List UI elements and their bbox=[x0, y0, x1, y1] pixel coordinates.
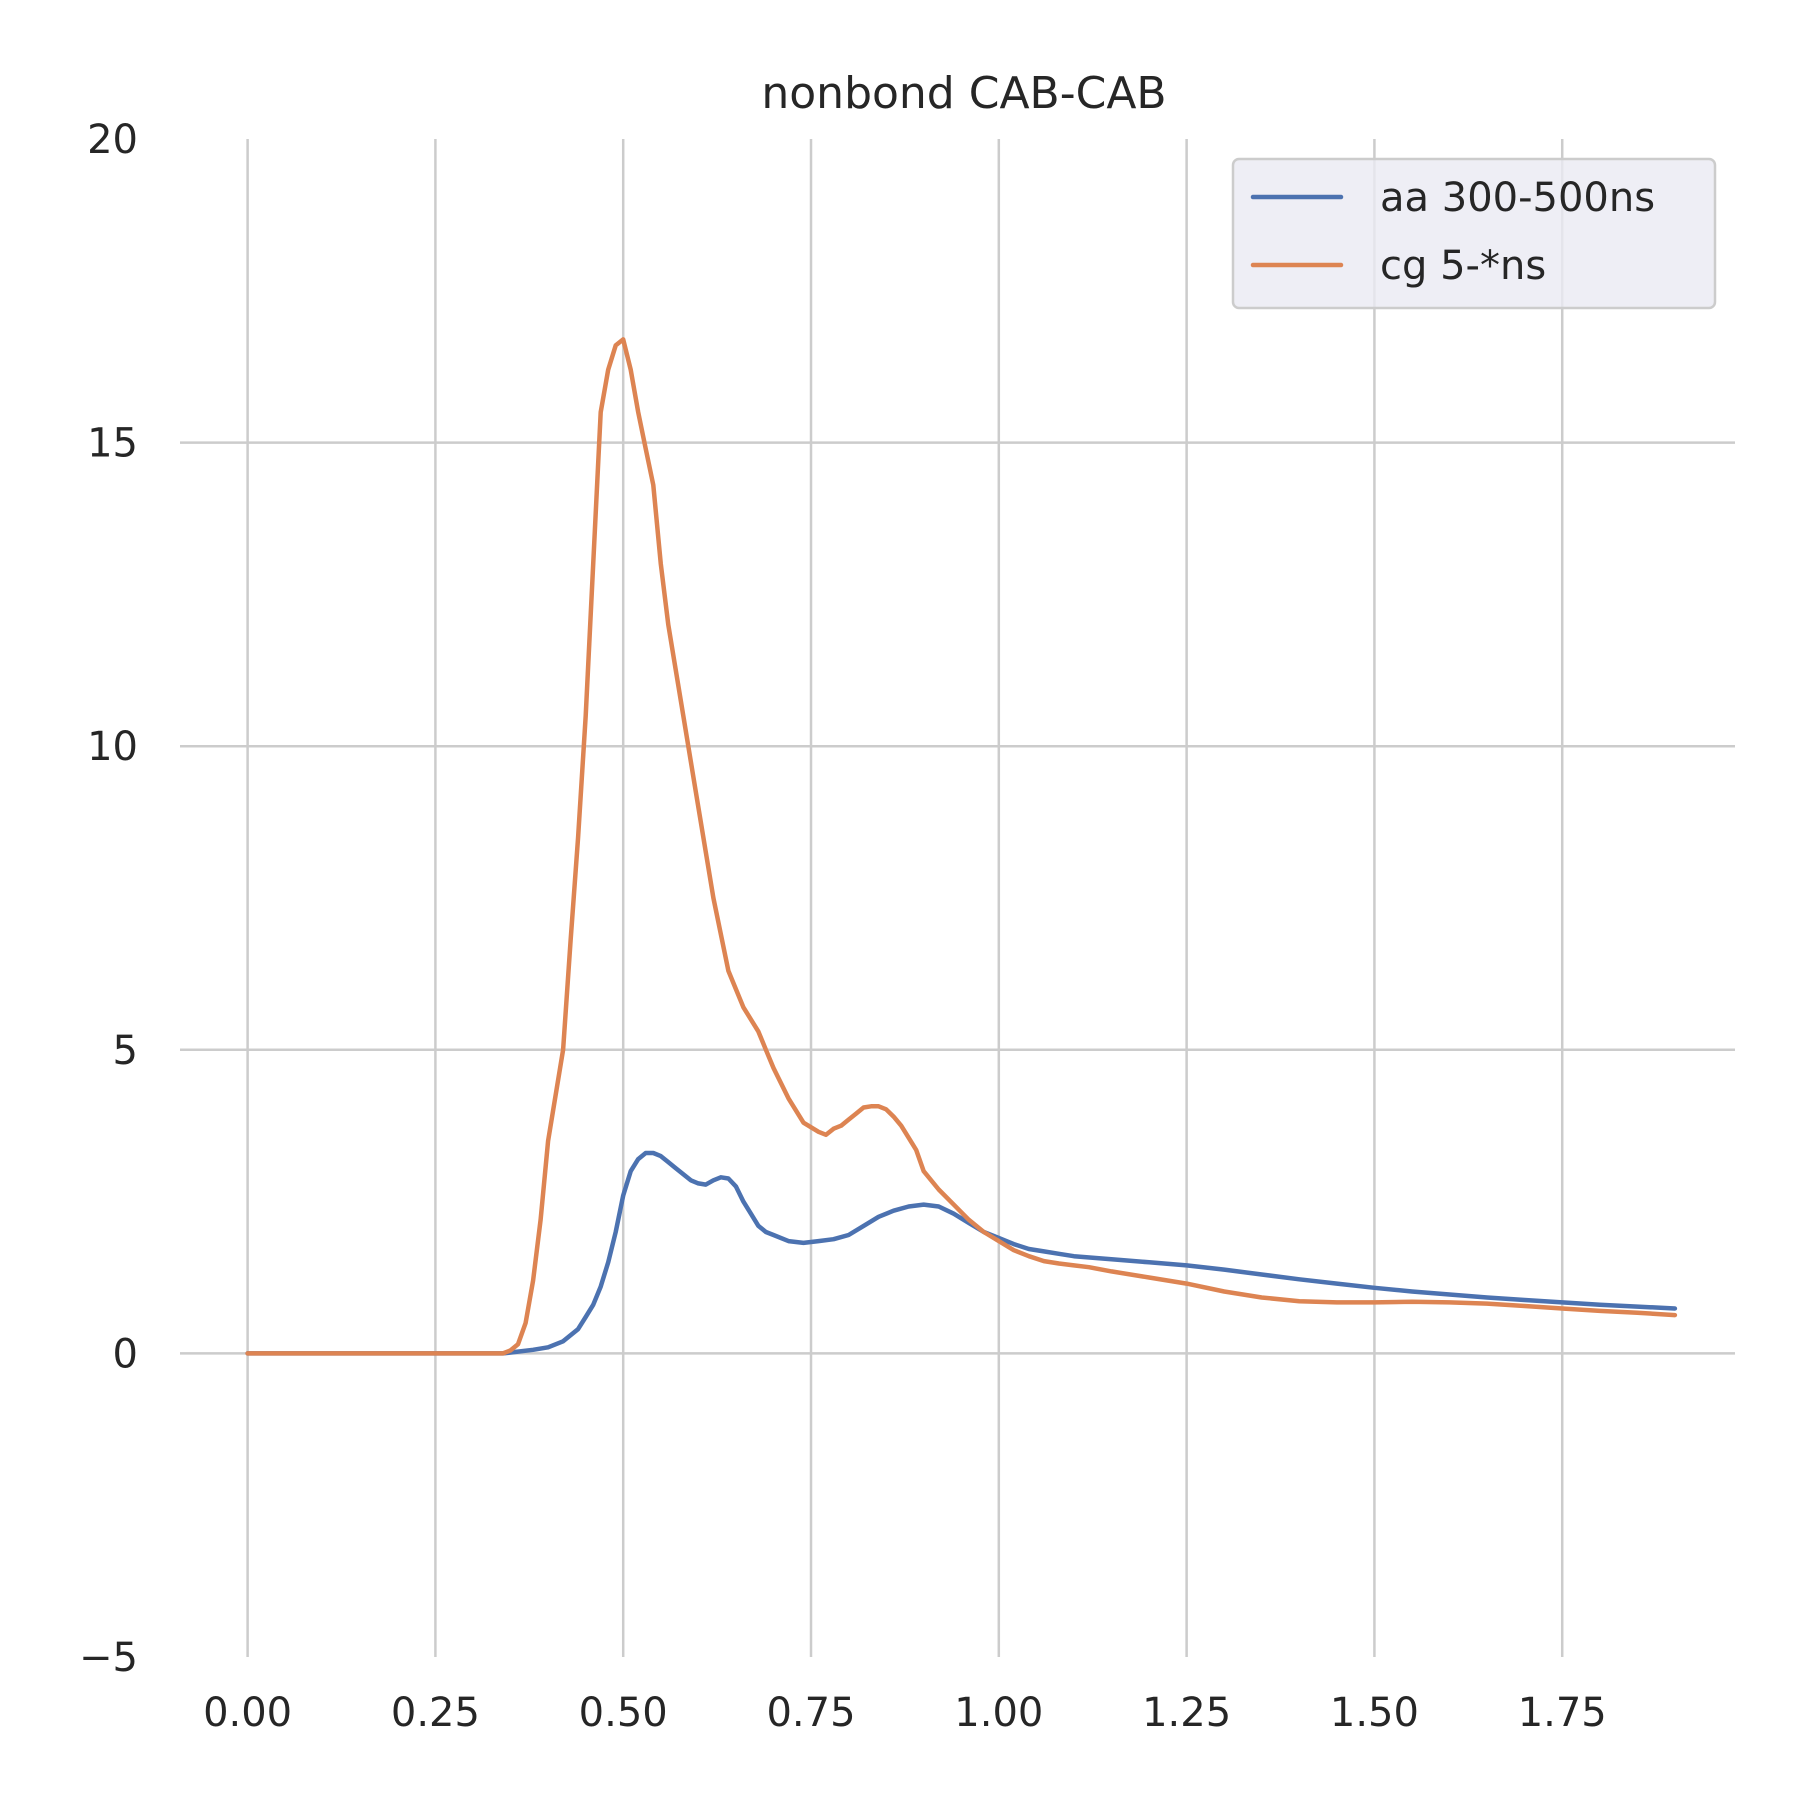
legend-label: aa 300-500ns bbox=[1380, 175, 1655, 221]
legend-box bbox=[1231, 157, 1717, 310]
grid bbox=[180, 139, 1735, 1657]
series-line-1 bbox=[245, 1150, 1678, 1356]
x-tick-label: 0.50 bbox=[579, 1690, 668, 1736]
series-lines bbox=[245, 337, 1678, 1356]
series-line-2 bbox=[245, 337, 1678, 1356]
chart-title: nonbond CAB-CAB bbox=[761, 68, 1166, 119]
y-tick-label: −5 bbox=[79, 1635, 138, 1681]
y-tick-label: 15 bbox=[87, 421, 138, 467]
y-tick-label: 0 bbox=[113, 1331, 138, 1377]
legend: aa 300-500ns cg 5-*ns bbox=[1231, 157, 1717, 310]
x-tick-label: 1.50 bbox=[1330, 1690, 1419, 1736]
legend-label: cg 5-*ns bbox=[1380, 243, 1546, 289]
x-tick-label: 1.75 bbox=[1518, 1690, 1607, 1736]
x-tick-label: 0.25 bbox=[391, 1690, 480, 1736]
y-tick-label: 5 bbox=[113, 1028, 138, 1074]
x-tick-label: 0.75 bbox=[766, 1690, 855, 1736]
x-axis-ticks: 0.00 0.25 0.50 0.75 1.00 1.25 1.50 1.75 bbox=[203, 1690, 1607, 1736]
x-tick-label: 1.00 bbox=[954, 1690, 1043, 1736]
x-tick-label: 1.25 bbox=[1142, 1690, 1231, 1736]
legend-entries: aa 300-500ns cg 5-*ns bbox=[1250, 175, 1655, 289]
y-tick-label: 10 bbox=[87, 724, 138, 770]
y-tick-label: 20 bbox=[87, 117, 138, 163]
y-axis-ticks: −5 0 5 10 15 20 bbox=[79, 117, 138, 1681]
x-tick-label: 0.00 bbox=[203, 1690, 292, 1736]
